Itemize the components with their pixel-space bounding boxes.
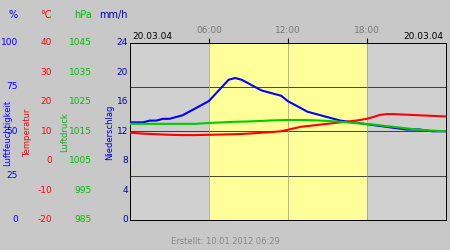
Text: 20: 20 (40, 97, 52, 106)
Text: 4: 4 (122, 186, 128, 195)
Text: 40: 40 (40, 38, 52, 47)
Text: 8: 8 (122, 156, 128, 165)
Text: 16: 16 (117, 97, 128, 106)
Text: 30: 30 (40, 68, 52, 76)
Bar (367, 42, 446, 220)
Text: 1005: 1005 (69, 156, 92, 165)
Text: 1045: 1045 (69, 38, 92, 47)
Text: Temperatur: Temperatur (23, 108, 32, 157)
Text: Luftfeuchtigkeit: Luftfeuchtigkeit (4, 100, 13, 166)
Text: 75: 75 (6, 82, 18, 91)
Text: 0: 0 (12, 216, 18, 224)
Text: 0: 0 (122, 216, 128, 224)
Text: mm/h: mm/h (99, 10, 128, 20)
Text: 25: 25 (7, 171, 18, 180)
Text: 20.03.04: 20.03.04 (132, 32, 172, 41)
Text: 20.03.04: 20.03.04 (403, 32, 443, 41)
Text: -20: -20 (37, 216, 52, 224)
Text: Erstellt: 10.01.2012 06:29: Erstellt: 10.01.2012 06:29 (171, 237, 279, 246)
Bar (209, 42, 367, 220)
Text: 1015: 1015 (69, 127, 92, 136)
Bar (130, 42, 209, 220)
Text: 1025: 1025 (69, 97, 92, 106)
Text: -10: -10 (37, 186, 52, 195)
Text: 100: 100 (1, 38, 18, 47)
Text: 50: 50 (6, 127, 18, 136)
Text: 1035: 1035 (69, 68, 92, 76)
Text: Luftdruck: Luftdruck (60, 112, 69, 152)
Text: 995: 995 (75, 186, 92, 195)
Text: 10: 10 (40, 127, 52, 136)
Text: 12: 12 (117, 127, 128, 136)
Text: hPa: hPa (74, 10, 92, 20)
Text: °C: °C (40, 10, 52, 20)
Text: %: % (9, 10, 18, 20)
Text: 0: 0 (46, 156, 52, 165)
Text: 985: 985 (75, 216, 92, 224)
Text: 24: 24 (117, 38, 128, 47)
Text: Niederschlag: Niederschlag (105, 105, 114, 160)
Text: 20: 20 (117, 68, 128, 76)
